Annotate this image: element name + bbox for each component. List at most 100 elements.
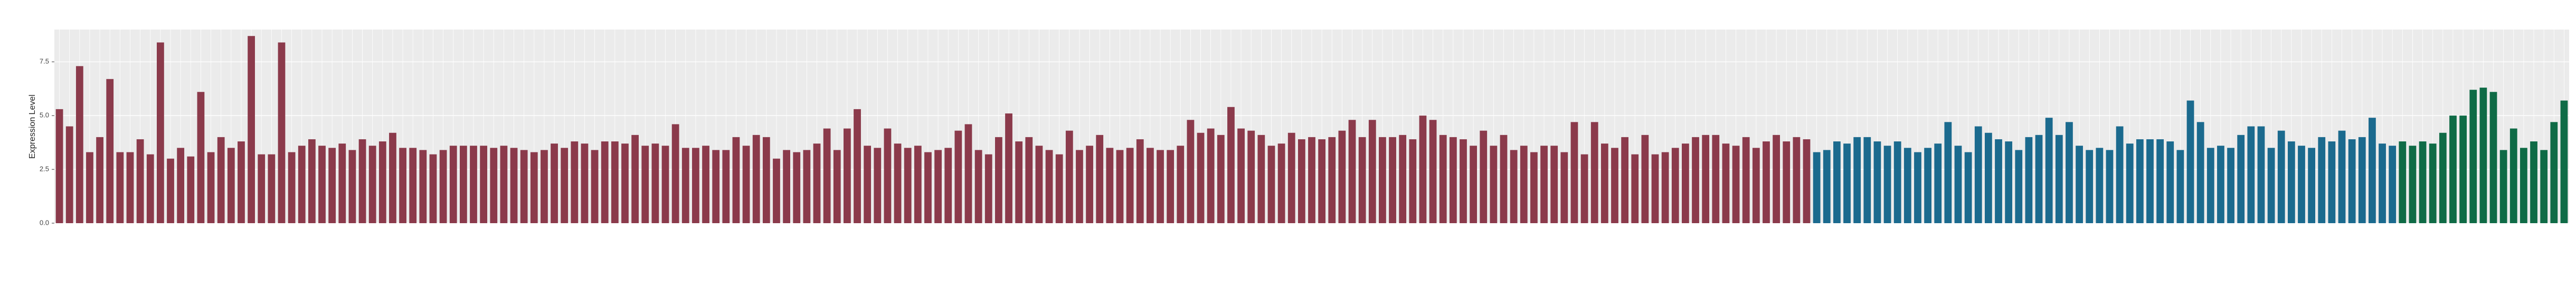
bar: [1984, 132, 1992, 223]
bar: [571, 141, 579, 223]
bar: [2196, 122, 2204, 223]
bar: [1934, 144, 1942, 223]
bar: [934, 150, 942, 223]
bar: [2005, 141, 2013, 223]
bar: [722, 150, 730, 223]
bar: [1803, 139, 1811, 223]
bar: [561, 148, 569, 223]
bar: [2369, 118, 2376, 223]
bar: [1621, 137, 1628, 223]
bar: [500, 146, 508, 223]
bar: [924, 152, 932, 223]
y-tick-label: 0.0: [40, 218, 49, 226]
bar: [1439, 135, 1447, 223]
bar: [1540, 146, 1548, 223]
bar: [783, 150, 790, 223]
bar: [409, 148, 417, 223]
bar: [2469, 90, 2477, 223]
bar: [1409, 139, 1417, 223]
bar: [1783, 141, 1791, 223]
bar: [1045, 150, 1053, 223]
bar: [1833, 141, 1841, 223]
bar: [2076, 146, 2083, 223]
bar: [1883, 146, 1891, 223]
bar: [1651, 154, 1659, 223]
bar: [1257, 135, 1265, 223]
bar: [1490, 146, 1498, 223]
bar: [2479, 88, 2487, 223]
bar: [480, 146, 488, 223]
bar: [258, 154, 266, 223]
bar: [1106, 148, 1114, 223]
bar: [2066, 122, 2073, 223]
bar: [248, 36, 255, 223]
bar: [1793, 137, 1801, 223]
y-axis-label: Expression Level: [28, 94, 37, 159]
bar: [126, 152, 134, 223]
bar: [1954, 146, 1962, 223]
bar: [1600, 144, 1608, 223]
bar: [1944, 122, 1952, 223]
bar: [399, 148, 406, 223]
bar: [884, 128, 892, 223]
bar: [86, 152, 93, 223]
bar: [1328, 137, 1336, 223]
bar: [1712, 135, 1720, 223]
bar: [1338, 130, 1346, 223]
bar: [2287, 141, 2295, 223]
bar: [2247, 126, 2255, 223]
bar: [358, 139, 366, 223]
bar: [1055, 154, 1063, 223]
bar: [1813, 152, 1821, 223]
bar: [732, 137, 740, 223]
bar: [2389, 146, 2397, 223]
bar: [238, 141, 245, 223]
bar: [671, 124, 679, 223]
bar: [1157, 150, 1164, 223]
bar: [146, 154, 154, 223]
bar: [1560, 152, 1568, 223]
bar: [2308, 148, 2316, 223]
bar: [1752, 148, 1760, 223]
bar: [1287, 132, 1295, 223]
bar: [581, 144, 589, 223]
bar: [2126, 144, 2134, 223]
bar: [449, 146, 457, 223]
bar: [1419, 116, 1427, 223]
bar: [1318, 139, 1326, 223]
bar: [702, 146, 709, 223]
bar: [793, 152, 801, 223]
bar: [2096, 148, 2104, 223]
bar: [601, 141, 609, 223]
bar: [1530, 152, 1538, 223]
bar: [1570, 122, 1578, 223]
bar: [338, 144, 346, 223]
bar: [742, 146, 750, 223]
bar: [1126, 148, 1134, 223]
bar: [964, 124, 972, 223]
bar: [2035, 135, 2043, 223]
bar: [813, 144, 821, 223]
bar: [1076, 150, 1083, 223]
bar: [752, 135, 760, 223]
bar: [348, 150, 356, 223]
bar: [1227, 107, 1235, 223]
bar: [2186, 100, 2194, 223]
bar: [2206, 148, 2214, 223]
bar: [2348, 139, 2356, 223]
bar: [197, 92, 205, 223]
bar: [2227, 148, 2234, 223]
bar: [217, 137, 225, 223]
bar: [1964, 152, 1972, 223]
bar: [1702, 135, 1710, 223]
bar: [1035, 146, 1043, 223]
bar: [1903, 148, 1911, 223]
bar: [328, 148, 336, 223]
bar: [1096, 135, 1104, 223]
bar: [995, 137, 1002, 223]
bar: [368, 146, 376, 223]
bar: [954, 130, 962, 223]
bar: [692, 148, 699, 223]
bar: [1277, 144, 1285, 223]
bar: [1611, 148, 1618, 223]
